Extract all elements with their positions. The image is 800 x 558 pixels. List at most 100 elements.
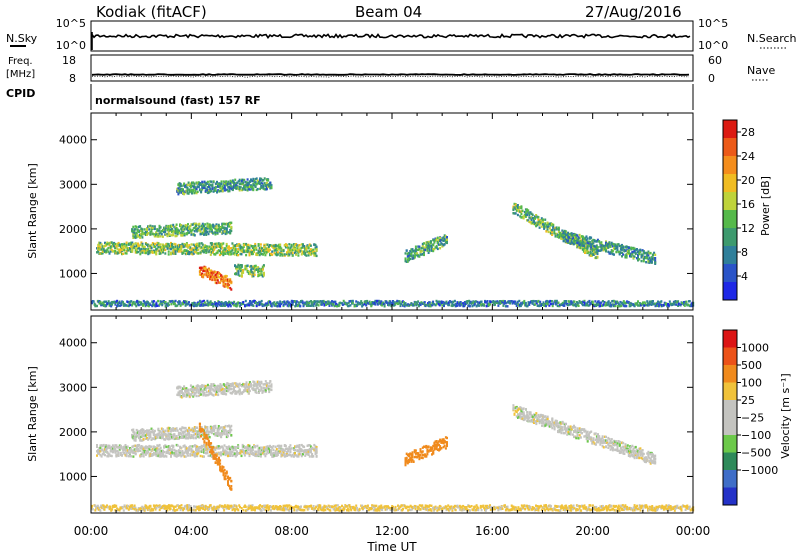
velocity-echo-cell <box>96 454 98 456</box>
power-echo-cell <box>547 228 549 230</box>
power-echo-cell <box>626 256 628 258</box>
power-echo-cell <box>310 245 312 247</box>
power-echo-cell <box>202 244 204 246</box>
power-echo-cell <box>210 254 212 256</box>
power-echo-cell <box>597 253 599 255</box>
velocity-echo-cell <box>179 450 181 452</box>
power-echo-cell <box>175 243 177 245</box>
power-echo-cell <box>288 243 290 245</box>
power-echo-cell <box>406 249 408 251</box>
power-y-tick-label: 4000 <box>59 134 87 147</box>
power-echo-cell <box>168 250 170 252</box>
power-echo-cell <box>299 244 301 246</box>
velocity-echo-cell <box>152 429 154 431</box>
power-echo-cell <box>573 243 575 245</box>
velocity-echo-cell <box>101 455 103 457</box>
power-echo-cell <box>636 248 638 250</box>
power-echo-cell <box>630 255 632 257</box>
power-echo-cell <box>155 253 157 255</box>
power-echo-cell <box>219 282 221 284</box>
velocity-echo-cell <box>316 455 318 457</box>
power-echo-cell <box>549 227 551 229</box>
power-y-tick-label: 2000 <box>59 223 87 236</box>
freq-tick-top: 18 <box>62 54 76 67</box>
power-echo-cell <box>573 301 575 303</box>
power-colorbar-tick-label: 24 <box>741 150 755 163</box>
power-echo-cell <box>241 266 243 268</box>
power-echo-cell <box>174 303 176 305</box>
velocity-echo-cell <box>132 455 134 457</box>
power-echo-cell <box>208 269 210 271</box>
power-panel-frame <box>91 113 693 310</box>
velocity-echo-cell <box>308 453 310 455</box>
power-echo-cell <box>634 255 636 257</box>
power-echo-cell <box>564 231 566 233</box>
power-echo-cell <box>212 188 214 190</box>
power-echo-cell <box>204 223 206 225</box>
power-colorbar-tick-label: 4 <box>741 270 748 283</box>
power-echo-cell <box>269 182 271 184</box>
power-echo-cell <box>191 243 193 245</box>
power-echo-cell <box>583 245 585 247</box>
power-echo-cell <box>244 189 246 191</box>
power-echo-cell <box>126 252 128 254</box>
velocity-echo-cell <box>237 445 239 447</box>
power-echo-cell <box>169 233 171 235</box>
power-echo-cell <box>240 186 242 188</box>
power-echo-cell <box>165 305 167 307</box>
power-echo-cell <box>242 301 244 303</box>
power-echo-cell <box>114 250 116 252</box>
power-echo-cell <box>304 252 306 254</box>
power-echo-cell <box>291 245 293 247</box>
power-echo-cell <box>271 250 273 252</box>
power-echo-cell <box>563 305 565 307</box>
power-echo-cell <box>316 246 318 248</box>
velocity-echo-cell <box>222 447 224 449</box>
power-colorbar-segment <box>723 282 737 300</box>
power-echo-cell <box>234 179 236 181</box>
power-echo-cell <box>548 231 550 233</box>
velocity-echo-cell <box>138 444 140 446</box>
power-echo-cell <box>255 265 257 267</box>
power-echo-cell <box>216 282 218 284</box>
power-echo-cell <box>159 229 161 231</box>
power-colorbar-tick-label: 8 <box>741 246 748 259</box>
velocity-echo-cell <box>148 448 150 450</box>
power-echo-cell <box>239 275 241 277</box>
power-echo-cell <box>489 303 491 305</box>
velocity-echo-cell <box>231 451 233 453</box>
power-colorbar-segment <box>723 246 737 264</box>
power-echo-cell <box>446 242 448 244</box>
power-echo-cell <box>187 184 189 186</box>
power-echo-cell <box>587 247 589 249</box>
power-echo-cell <box>439 237 441 239</box>
power-echo-cell <box>209 187 211 189</box>
power-echo-cell <box>224 305 226 307</box>
power-echo-cell <box>579 234 581 236</box>
power-echo-cell <box>329 305 331 307</box>
cpid-text: normalsound (fast) 157 RF <box>95 94 261 107</box>
power-echo-cell <box>232 189 234 191</box>
power-echo-cell <box>527 209 529 211</box>
power-echo-cell <box>592 242 594 244</box>
power-echo-cell <box>239 179 241 181</box>
power-echo-cell <box>216 225 218 227</box>
power-echo-cell <box>654 261 656 263</box>
power-echo-cell <box>168 304 170 306</box>
power-echo-cell <box>437 237 439 239</box>
power-echo-cell <box>167 245 169 247</box>
power-colorbar-segment <box>723 120 737 138</box>
power-echo-cell <box>598 240 600 242</box>
power-echo-cell <box>614 305 616 307</box>
power-echo-cell <box>446 236 448 238</box>
power-echo-cell <box>230 288 232 290</box>
power-echo-cell <box>597 256 599 258</box>
velocity-echo-cell <box>153 452 155 454</box>
velocity-echo-cell <box>155 452 157 454</box>
power-echo-cell <box>622 253 624 255</box>
velocity-echo-cell <box>180 447 182 449</box>
power-echo-cell <box>571 240 573 242</box>
power-echo-cell <box>263 274 265 276</box>
